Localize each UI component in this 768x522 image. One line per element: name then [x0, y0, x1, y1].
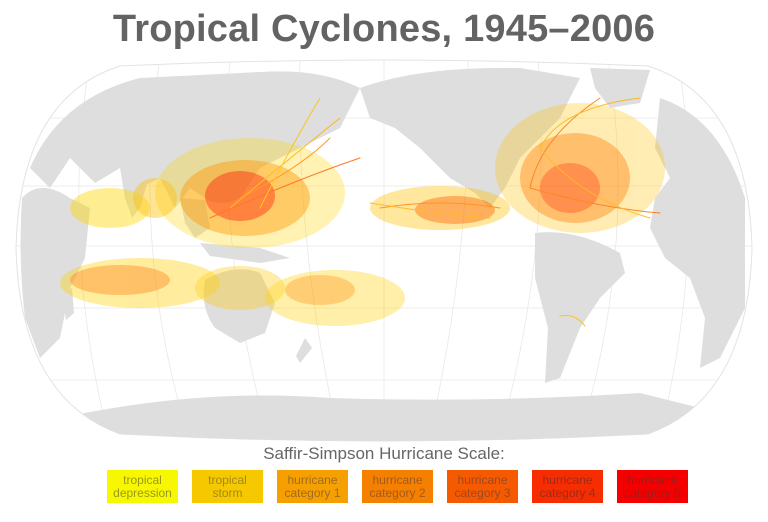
tracks-north-indian: [70, 178, 177, 228]
new-zealand: [296, 338, 312, 363]
legend-label-line2: category 2: [369, 485, 426, 500]
australia: [203, 269, 275, 343]
legend-label-line1: hurricane: [457, 472, 508, 487]
legend-label-line2: storm: [212, 485, 243, 500]
antarctica: [60, 393, 700, 441]
legend-item-hurricane-category-5: hurricane category 5: [617, 470, 688, 503]
legend-item-hurricane-category-4: hurricane category 4: [532, 470, 603, 503]
tracks-east-pacific: [369, 186, 510, 230]
legend-label-line2: category 3: [454, 485, 511, 500]
south-america: [535, 232, 625, 383]
cyclone-tracks: [60, 97, 665, 327]
tracks-west-pacific: [155, 97, 361, 248]
legend-label-line1: hurricane: [287, 472, 338, 487]
legend-item-tropical-depression: tropical depression: [107, 470, 178, 503]
tracks-southern: [60, 258, 586, 327]
legend-item-tropical-storm: tropical storm: [192, 470, 263, 503]
southeast-asia: [180, 198, 210, 238]
legend-item-hurricane-category-2: hurricane category 2: [362, 470, 433, 503]
europe-africa-east: [650, 98, 745, 368]
tracks-atlantic: [495, 97, 665, 233]
north-america: [360, 67, 580, 208]
legend-item-hurricane-category-3: hurricane category 3: [447, 470, 518, 503]
legend-label-line2: category 5: [624, 485, 681, 500]
indonesia: [200, 243, 290, 263]
legend-label-line1: hurricane: [627, 472, 678, 487]
eurasia: [30, 71, 360, 208]
legend-label-line2: category 4: [539, 485, 596, 500]
legend-label-line1: hurricane: [372, 472, 423, 487]
legend-item-hurricane-category-1: hurricane category 1: [277, 470, 348, 503]
world-map: [15, 59, 753, 442]
legend-label-line1: tropical: [123, 472, 162, 487]
madagascar: [62, 288, 74, 320]
legend-label-line1: hurricane: [542, 472, 593, 487]
india: [120, 168, 150, 218]
legend-label-line2: category 1: [284, 485, 341, 500]
land-masses: [20, 67, 745, 441]
page-title: Tropical Cyclones, 1945–2006: [112, 8, 656, 50]
legend-title: Saffir-Simpson Hurricane Scale:: [263, 444, 505, 463]
legend: tropical depression tropical storm hurrica…: [107, 470, 688, 503]
africa: [20, 188, 90, 358]
legend-label-line1: tropical: [208, 472, 247, 487]
legend-label-line2: depression: [113, 485, 172, 500]
greenland: [590, 68, 650, 108]
